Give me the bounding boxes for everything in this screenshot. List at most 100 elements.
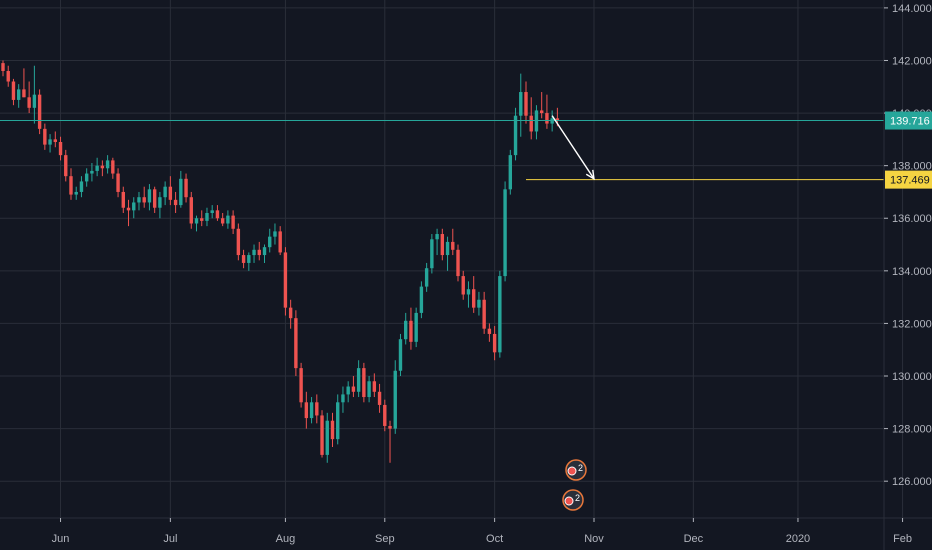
candle-body — [22, 89, 26, 98]
candle-body — [241, 255, 246, 263]
candle-body — [257, 249, 261, 256]
candle — [163, 181, 167, 206]
candlestick-series — [1, 60, 560, 463]
price-axis[interactable]: 144.000142.000140.000138.000136.000134.0… — [883, 0, 932, 550]
candle-body — [226, 215, 230, 224]
candle-body — [173, 199, 178, 206]
candle — [116, 168, 120, 198]
candle-body — [299, 368, 303, 403]
candle — [351, 376, 356, 398]
candle-body — [27, 97, 31, 108]
candle-body — [11, 81, 16, 100]
economic-event-marker[interactable]: 2 — [562, 489, 584, 511]
candle-body — [168, 186, 173, 200]
y-tick-label: 128.000 — [892, 424, 932, 436]
candle-body — [388, 425, 392, 429]
candle — [309, 397, 314, 424]
candle — [200, 210, 204, 227]
candle-body — [105, 160, 110, 169]
candle-body — [430, 239, 434, 269]
candle-body — [487, 328, 492, 334]
candle — [498, 270, 502, 358]
candle-body — [84, 173, 89, 182]
candle-body — [288, 307, 293, 319]
candle — [84, 168, 89, 187]
candle — [482, 291, 486, 334]
economic-event-marker[interactable]: 2 — [565, 459, 587, 481]
candle-body — [252, 249, 256, 256]
candle — [205, 207, 209, 227]
current-price-badge-text: 139.716 — [890, 116, 930, 128]
candle — [372, 373, 377, 398]
candle — [137, 191, 141, 211]
candle — [445, 236, 450, 271]
candle-body — [194, 218, 199, 224]
target-price-badge-bg — [885, 170, 932, 189]
candle-body — [456, 249, 460, 277]
candle-body — [247, 255, 251, 263]
candle — [377, 383, 382, 413]
candle — [43, 123, 47, 150]
candle — [37, 89, 42, 135]
candle — [435, 228, 439, 256]
candle-body — [137, 197, 141, 203]
candle-body — [184, 178, 188, 198]
candle-body — [152, 189, 157, 208]
event-count-label: 2 — [575, 493, 580, 503]
candle-body — [414, 312, 418, 342]
candle-body — [445, 241, 450, 256]
candle-body — [6, 70, 10, 82]
y-tick-label: 142.000 — [892, 55, 932, 67]
forecast-arrow-shaft — [551, 115, 595, 180]
candle-body — [231, 215, 235, 229]
candle-body — [393, 370, 397, 429]
candle-body — [341, 394, 345, 403]
candle-body — [79, 181, 84, 192]
candle — [142, 186, 146, 208]
candle — [11, 78, 16, 106]
candle — [121, 186, 125, 213]
candle-body — [147, 189, 152, 203]
candle — [492, 326, 497, 361]
y-tick-label: 126.000 — [892, 476, 932, 488]
candle — [346, 381, 350, 403]
candle — [247, 252, 251, 271]
candle — [100, 160, 105, 177]
candle-body — [262, 247, 267, 256]
candle — [184, 173, 188, 203]
candle-body — [48, 139, 52, 145]
candle-body — [529, 115, 533, 132]
y-tick-label: 130.000 — [892, 371, 932, 383]
candle-body — [1, 63, 5, 71]
candle — [231, 210, 235, 235]
forecast-arrow[interactable] — [551, 115, 595, 181]
candle-body — [116, 173, 120, 192]
event-markers[interactable]: 22 — [562, 459, 587, 511]
candle-body — [519, 92, 523, 116]
y-tick-label: 138.000 — [892, 161, 932, 173]
candle-body — [111, 160, 115, 174]
candle — [451, 228, 455, 256]
candle-body — [440, 234, 445, 256]
candle — [398, 333, 403, 377]
candle-body — [163, 186, 167, 198]
candle — [111, 157, 115, 179]
candle-body — [367, 381, 371, 398]
x-tick-label: Aug — [276, 533, 296, 545]
current-price-badge-bg — [885, 111, 932, 130]
candle — [268, 228, 272, 253]
candle — [315, 394, 319, 424]
candle — [466, 281, 471, 308]
candle — [325, 412, 329, 463]
target-price-badge: 137.469 — [885, 170, 932, 189]
candle — [341, 386, 345, 413]
candle-body — [404, 320, 408, 340]
candle — [288, 299, 293, 329]
candle — [257, 241, 261, 261]
candle-body — [356, 368, 361, 392]
event-count-label: 2 — [578, 463, 583, 473]
candle-body — [90, 170, 94, 174]
time-axis[interactable]: JunJulAugSepOctNovDec2020FebMar — [0, 517, 932, 545]
candle — [362, 362, 366, 403]
